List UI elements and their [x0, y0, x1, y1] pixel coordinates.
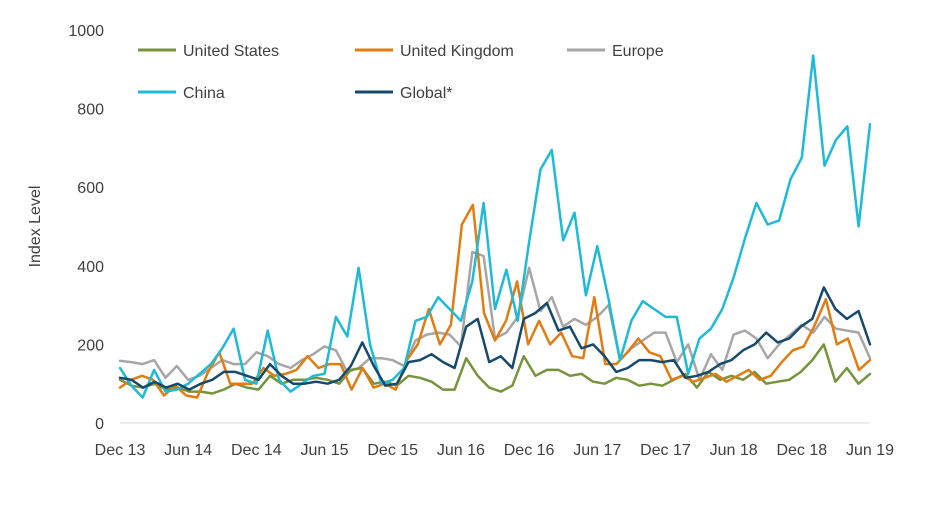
legend-label: Global* [400, 85, 452, 102]
legend-label: United Kingdom [400, 43, 514, 60]
series-line-europe [118, 250, 872, 382]
series-line-united-states [118, 343, 872, 395]
y-tick-label: 1000 [68, 23, 104, 40]
x-tick-label: Jun 16 [437, 442, 485, 459]
x-tick-label: Jun 17 [573, 442, 621, 459]
legend: United States United Kingdom Europe China Gl… [138, 43, 664, 102]
x-tick-label: Dec 16 [504, 442, 555, 459]
legend-label: China [183, 85, 225, 102]
legend-item: United Kingdom [355, 43, 514, 60]
x-tick-label: Jun 18 [710, 442, 758, 459]
series-layer [118, 54, 872, 399]
series-line-united-kingdom [118, 203, 872, 399]
x-tick-label: Dec 14 [231, 442, 282, 459]
y-tick-label: 600 [77, 180, 104, 197]
x-tick-label: Jun 19 [846, 442, 894, 459]
x-tick-label: Dec 17 [640, 442, 691, 459]
y-tick-label: 800 [77, 102, 104, 119]
series-line-global [118, 286, 872, 391]
x-axis: Dec 13 Jun 14 Dec 14 Jun 15 Dec 15 Jun 16 Dec … [95, 442, 894, 459]
legend-item: China [138, 85, 225, 102]
y-tick-label: 200 [77, 337, 104, 354]
y-tick-label: 400 [77, 259, 104, 276]
y-tick-label: 0 [95, 416, 104, 433]
x-tick-label: Dec 15 [367, 442, 418, 459]
legend-label: United States [183, 43, 279, 60]
x-tick-label: Dec 18 [776, 442, 827, 459]
legend-item: Global* [355, 85, 452, 102]
x-tick-label: Dec 13 [95, 442, 146, 459]
legend-label: Europe [612, 43, 664, 60]
x-tick-label: Jun 14 [164, 442, 212, 459]
x-tick-label: Jun 15 [301, 442, 349, 459]
y-axis-title: Index Level [27, 186, 44, 268]
series-line-china [118, 54, 872, 399]
legend-item: United States [138, 43, 279, 60]
y-axis: 0 200 400 600 800 1000 [68, 23, 104, 433]
legend-item: Europe [567, 43, 664, 60]
